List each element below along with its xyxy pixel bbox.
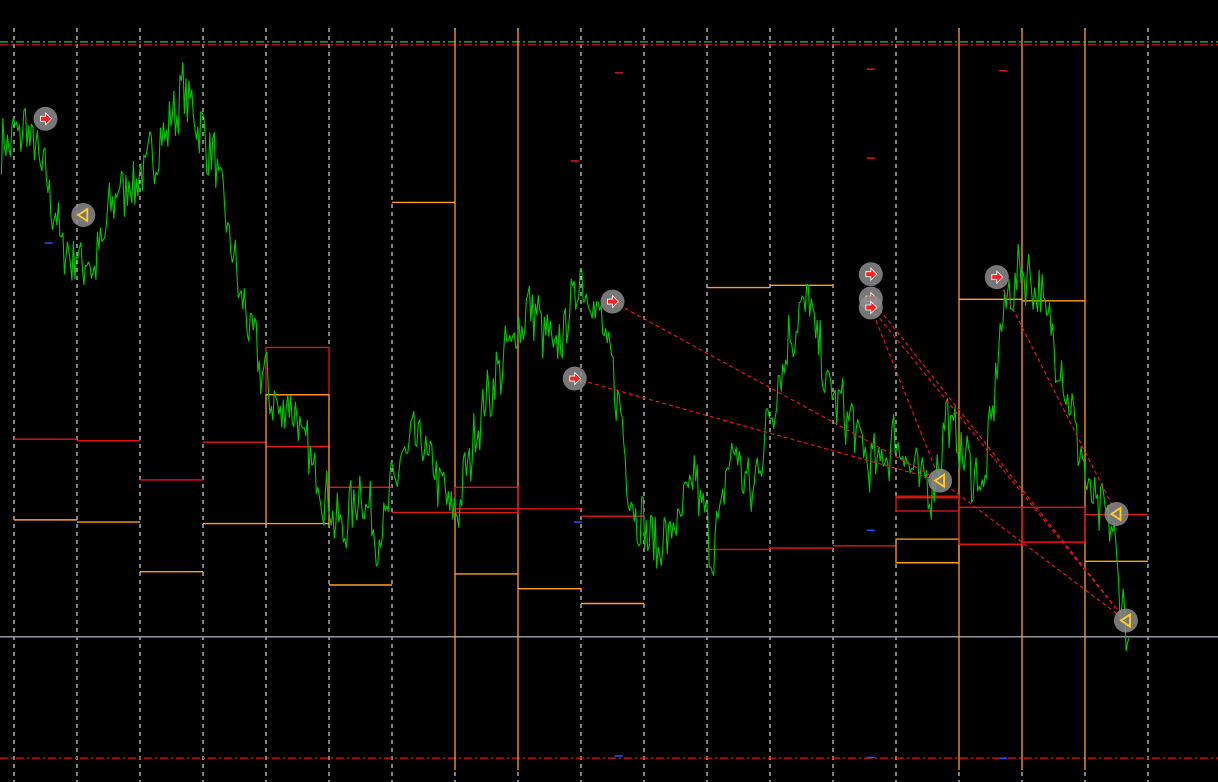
trade-link-line [870, 307, 1127, 621]
trade-link-line [574, 377, 941, 482]
buy-arrow-icon [865, 300, 878, 315]
buy-trade-marker [33, 106, 58, 131]
levels-layer [14, 30, 1148, 770]
buy-trade-marker [858, 295, 883, 320]
sell-arrow-icon [933, 472, 945, 489]
buy-arrow-icon [569, 371, 582, 386]
sell-trade-marker [71, 203, 96, 227]
trade-links-layer [574, 276, 1127, 621]
buy-trade-marker [858, 262, 883, 287]
sell-trade-marker [928, 468, 953, 493]
marker-halo [71, 203, 96, 227]
buy-arrow-icon [991, 270, 1004, 285]
sell-arrow-icon [76, 207, 89, 223]
buy-arrow-icon [607, 294, 620, 309]
trade-link-line [996, 276, 1118, 515]
buy-trade-marker [562, 366, 587, 391]
sell-trade-marker [1104, 501, 1129, 526]
buy-trade-marker [984, 265, 1009, 290]
sell-arrow-icon [1109, 506, 1122, 522]
buy-trade-marker [600, 289, 625, 314]
sell-arrow-icon [1119, 612, 1131, 629]
trade-link-line [612, 301, 941, 482]
marker-halo [1104, 501, 1129, 526]
trade-link-line [870, 298, 1127, 621]
level-box [895, 538, 960, 564]
level-box [265, 394, 330, 525]
sell-trade-marker [1113, 608, 1138, 633]
trade-link-line [870, 307, 941, 481]
marker-halo [1113, 608, 1138, 633]
marker-halo [928, 468, 953, 493]
buy-arrow-icon [865, 267, 878, 282]
level-box [1021, 506, 1086, 543]
trade-link-line [939, 480, 1127, 621]
trade-markers-layer [33, 106, 1138, 633]
buy-arrow-icon [40, 111, 53, 126]
